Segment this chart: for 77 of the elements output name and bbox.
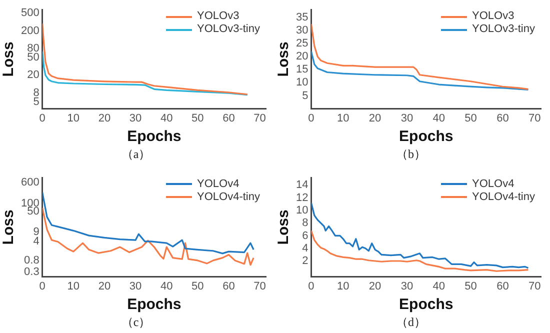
- legend-label: YOLOv4-tiny: [472, 190, 535, 204]
- legend-label: YOLOv3: [197, 10, 240, 23]
- x-axis-title: Epochs: [127, 128, 182, 146]
- x-tick-label: 60: [222, 112, 235, 124]
- y-axis-title: Loss: [0, 42, 18, 77]
- y-tick-label: 0.8: [24, 254, 40, 266]
- y-tick-label: 500: [20, 7, 40, 20]
- x-tick-label: 0: [308, 280, 314, 292]
- x-tick-label: 30: [129, 112, 142, 124]
- x-tick-label: 50: [464, 112, 477, 124]
- y-tick-label: 8: [302, 216, 308, 229]
- x-tick-label: 0: [39, 280, 46, 292]
- legend-label: YOLOv3: [472, 10, 514, 23]
- x-axis-title: Epochs: [399, 128, 454, 146]
- legend-label: YOLOv4: [197, 178, 240, 190]
- x-tick-label: 30: [400, 112, 414, 124]
- y-tick-label: 200: [20, 24, 40, 37]
- x-tick-label: 40: [432, 112, 446, 124]
- x-tick-label: 40: [432, 280, 446, 292]
- x-tick-label: 50: [464, 280, 477, 292]
- x-tick-label: 30: [129, 280, 142, 292]
- x-tick-label: 70: [254, 280, 266, 292]
- y-axis-title: Loss: [275, 209, 292, 244]
- x-tick-label: 60: [222, 280, 235, 292]
- x-tick-label: 60: [496, 280, 509, 292]
- x-tick-label: 30: [400, 280, 414, 292]
- y-tick-label: 10: [296, 204, 308, 216]
- text: （d）: [395, 314, 427, 330]
- y-tick-label: 35: [296, 11, 308, 24]
- y-tick-label: 9: [33, 225, 40, 238]
- x-tick-label: 10: [337, 112, 350, 124]
- text: （b）: [395, 146, 427, 163]
- y-tick-label: 80: [27, 42, 40, 54]
- y-tick-label: 12: [296, 191, 308, 204]
- x-tick-label: 50: [192, 112, 204, 124]
- y-axis-title: Loss: [0, 209, 18, 244]
- legend-label: YOLOv3-tiny: [472, 23, 535, 36]
- x-tick-label: 10: [337, 280, 350, 292]
- x-tick-label: 20: [368, 280, 382, 292]
- x-tick-label: 50: [192, 280, 204, 292]
- x-axis-title: Epochs: [127, 296, 182, 313]
- y-tick-label: 5: [302, 90, 308, 102]
- x-tick-label: 40: [160, 280, 173, 292]
- x-tick-label: 10: [67, 112, 80, 124]
- x-tick-label: 0: [39, 112, 46, 124]
- y-tick-label: 15: [296, 64, 308, 76]
- y-tick-label: 600: [20, 176, 40, 188]
- x-tick-label: 10: [67, 280, 80, 292]
- y-tick-label: 20: [27, 69, 40, 82]
- x-tick-label: 70: [528, 280, 541, 292]
- y-tick-label: 6: [302, 229, 308, 242]
- x-tick-label: 70: [254, 112, 266, 124]
- y-tick-label: 4: [33, 235, 40, 248]
- y-tick-label: 30: [296, 24, 308, 37]
- legend-label: YOLOv3-tiny: [197, 23, 260, 36]
- y-tick-label: 2: [302, 254, 308, 267]
- x-tick-label: 20: [368, 112, 382, 124]
- y-tick-label: 50: [27, 52, 40, 64]
- y-tick-label: 4: [302, 242, 308, 254]
- y-tick-label: 10: [296, 76, 308, 89]
- x-tick-label: 40: [160, 112, 173, 124]
- x-tick-label: 20: [98, 112, 111, 124]
- y-tick-label: 20: [296, 50, 308, 63]
- x-tick-label: 20: [98, 280, 111, 292]
- y-axis-title: Loss: [275, 42, 292, 77]
- y-tick-label: 25: [296, 38, 308, 50]
- x-axis-title: Epochs: [399, 296, 454, 313]
- text: （c）: [120, 314, 152, 330]
- text: （a）: [120, 146, 152, 163]
- legend-label: YOLOv4: [472, 178, 514, 190]
- x-tick-label: 0: [308, 112, 314, 124]
- y-tick-label: 0.3: [24, 266, 40, 278]
- legend-label: YOLOv4-tiny: [197, 190, 260, 204]
- y-tick-label: 14: [296, 178, 308, 191]
- x-tick-label: 70: [528, 112, 541, 124]
- x-tick-label: 60: [496, 112, 509, 124]
- y-tick-label: 50: [27, 205, 40, 218]
